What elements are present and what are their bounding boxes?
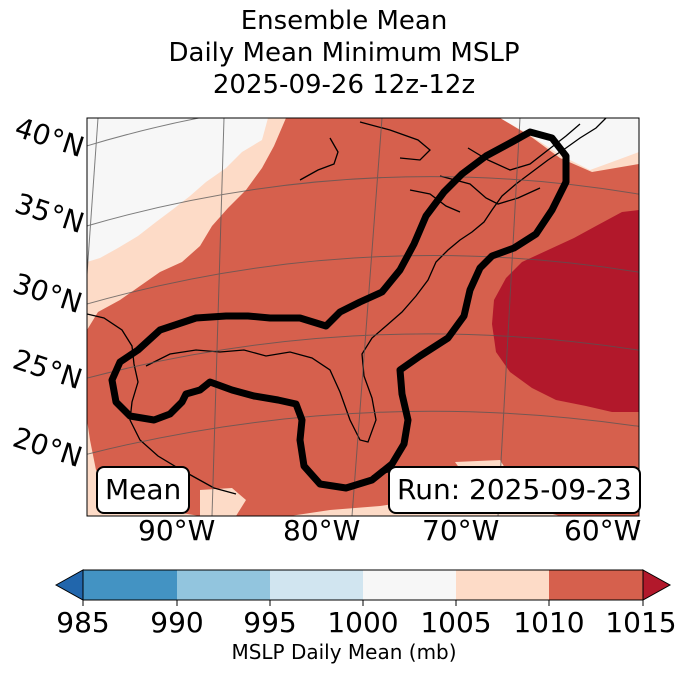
colorbar-tick-1010: 1010 — [513, 606, 585, 639]
colorbar-label: MSLP Daily Mean (mb) — [231, 640, 457, 664]
mean-label-box: Mean — [96, 466, 191, 514]
colorbar-bin-1005-1010 — [456, 570, 549, 600]
colorbar-tick-1015: 1015 — [605, 606, 677, 639]
colorbar-tick-995: 995 — [243, 606, 297, 639]
title-line-2: Daily Mean Minimum MSLP — [168, 38, 520, 68]
colorbar-over-arrow — [642, 569, 672, 601]
lon-label-90w: 90°W — [138, 514, 216, 547]
lon-label-80w: 80°W — [283, 514, 361, 547]
colorbar-bin-985-990 — [83, 570, 177, 600]
colorbar-under-arrow — [54, 569, 84, 601]
field-1010-1015 — [87, 118, 639, 516]
colorbar-tick-1005: 1005 — [420, 606, 492, 639]
field-1005-1010-s — [200, 488, 246, 516]
graticule — [87, 118, 639, 516]
colorbar-bin-1010-1015 — [549, 570, 643, 600]
lon-label-60w: 60°W — [564, 514, 642, 547]
title-line-3: 2025-09-26 12z-12z — [212, 70, 476, 100]
colorbar-bin-990-995 — [177, 570, 270, 600]
colorbar-tick-990: 990 — [150, 606, 204, 639]
run-date-box: Run: 2025-09-23 — [388, 466, 641, 514]
field-over-1015 — [492, 210, 639, 412]
colorbar-bin-995-1000 — [270, 570, 363, 600]
colorbar-bin-1000-1005 — [363, 570, 456, 600]
mean-contour — [108, 128, 570, 492]
lon-label-70w: 70°W — [422, 514, 500, 547]
title-line-1: Ensemble Mean — [240, 6, 448, 36]
colorbar-tick-985: 985 — [56, 606, 110, 639]
colorbar-tick-1000: 1000 — [327, 606, 399, 639]
